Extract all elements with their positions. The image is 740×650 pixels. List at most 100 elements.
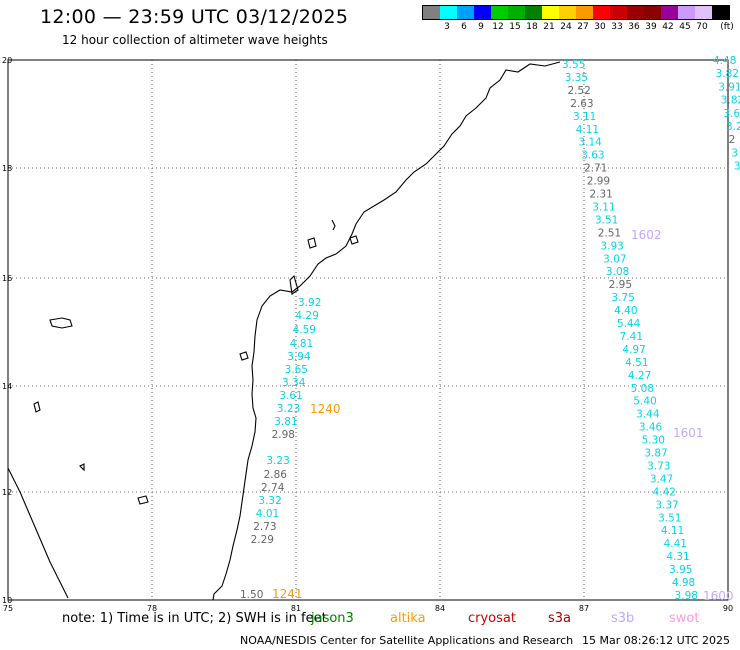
- island: [331, 219, 336, 231]
- wave-height-value: 3.6: [723, 108, 740, 120]
- wave-height-value: 3.61: [279, 390, 302, 402]
- wave-height-value: 3.92: [298, 297, 321, 309]
- satellite-legend-item: altika: [390, 611, 426, 626]
- wave-height-value: 7.41: [620, 331, 643, 343]
- legend-tick-label: 9: [478, 22, 484, 32]
- wave-height-value: 2.99: [587, 176, 610, 188]
- legend-swatch: [525, 6, 542, 19]
- island: [137, 495, 149, 505]
- wave-height-value: 3.91: [718, 81, 740, 93]
- wave-height-value: 4.11: [576, 124, 599, 136]
- y-tick-label: 14: [2, 382, 12, 391]
- wave-height-value: 3.11: [592, 201, 615, 213]
- pass-number-label: 1602: [631, 228, 662, 242]
- legend-swatch: [559, 6, 576, 19]
- legend-tick-label: 33: [611, 22, 623, 32]
- satellite-legend-item: jason3: [311, 611, 354, 626]
- wave-height-legend: 3 6 9 12 15 18 21 24 27 30 33 36 39 42 45 70 (ft): [422, 5, 734, 36]
- y-tick-label: 18: [2, 164, 12, 173]
- wave-height-value: 2.29: [251, 534, 274, 546]
- wave-height-value: 3.47: [650, 473, 673, 485]
- legend-swatch: [474, 6, 491, 19]
- wave-height-value: 2.51: [598, 227, 621, 239]
- wave-height-value: 3.65: [285, 364, 308, 376]
- wave-height-value: 2.86: [264, 469, 288, 481]
- pass-number-label: 1601: [673, 426, 704, 440]
- island: [239, 351, 249, 361]
- wave-height-value: 3.82: [716, 68, 739, 80]
- footnote: note: 1) Time is in UTC; 2) SWH is in fe…: [62, 611, 327, 626]
- legend-swatch: [508, 6, 525, 19]
- wave-height-value: 2.31: [589, 189, 612, 201]
- wave-height-value: 4.98: [672, 577, 695, 589]
- wave-height-value: 3.34: [282, 377, 306, 389]
- wave-height-value: 3.94: [287, 351, 311, 363]
- wave-height-value: 3.23: [266, 455, 289, 467]
- wave-height-value: 4.59: [293, 324, 316, 336]
- pass-number-label: 1241: [272, 587, 303, 601]
- wave-height-value: 2.74: [261, 482, 285, 494]
- wave-height-value: 4.31: [666, 551, 689, 563]
- wave-height-value: 3.95: [669, 564, 692, 576]
- wave-height-value: 1.50: [240, 589, 263, 601]
- island: [307, 237, 317, 249]
- wave-height-value: 2.98: [272, 429, 295, 441]
- wave-height-value: 4.27: [628, 370, 651, 382]
- y-tick-label: 16: [2, 274, 12, 283]
- legend-tick-label: 24: [560, 22, 572, 32]
- wave-height-value: 2.95: [609, 279, 632, 291]
- wave-height-value: 3.98: [675, 590, 698, 602]
- wave-height-value: 3.51: [658, 512, 681, 524]
- legend-swatch: [576, 6, 593, 19]
- wave-height-value: 2.71: [584, 163, 607, 175]
- island: [79, 463, 85, 472]
- wave-height-value: 3.23: [277, 403, 300, 415]
- wave-height-value: 4.01: [256, 508, 279, 520]
- legend-swatch: [627, 6, 644, 19]
- wave-height-value: 3.14: [578, 137, 602, 149]
- wave-height-value: 3.11: [573, 111, 596, 123]
- legend-swatch: [423, 6, 440, 19]
- map-title: 12:00 — 23:59 UTC 03/12/2025: [40, 6, 349, 28]
- wave-height-value: 3.87: [644, 448, 667, 460]
- wave-height-value: 4.29: [295, 310, 318, 322]
- legend-tick-label: 15: [509, 22, 521, 32]
- island: [49, 317, 73, 329]
- wave-height-value: 3.55: [562, 59, 585, 71]
- legend-tick-label: 42: [662, 22, 674, 32]
- pass-labels: 1240 1241 1602 1601 1600: [272, 228, 734, 603]
- wave-height-value: 4.41: [664, 538, 687, 550]
- legend-swatch: [712, 6, 729, 19]
- wave-height-value: 3.08: [606, 266, 629, 278]
- x-tick-label: 75: [3, 604, 13, 613]
- map-subtitle: 12 hour collection of altimeter wave hei…: [62, 33, 328, 47]
- legend-tick-label: 39: [645, 22, 657, 32]
- east-coastline: [212, 61, 561, 601]
- generated-timestamp: 15 Mar 08:26:12 UTC 2025: [582, 634, 730, 647]
- x-tick-label: 81: [291, 604, 301, 613]
- satellite-legend-item: s3a: [548, 611, 572, 626]
- wave-height-value: 2.73: [253, 521, 276, 533]
- wave-height-value: 3.75: [611, 292, 634, 304]
- satellite-legend-item: s3b: [611, 611, 635, 626]
- wave-height-value: 3.51: [595, 214, 618, 226]
- legend-tick-label: 27: [577, 22, 589, 32]
- legend-tick-label: 12: [492, 22, 504, 32]
- wave-height-value: 4.51: [625, 357, 648, 369]
- pass-number-label: 1600: [703, 589, 734, 603]
- legend-swatch: [661, 6, 678, 19]
- map-grid: 75 78 81 84 87 90 20 18 16 14 12 10: [2, 56, 733, 613]
- wave-height-value: 3.81: [274, 416, 297, 428]
- wave-height-value: 3.07: [603, 253, 626, 265]
- x-tick-label: 87: [579, 604, 589, 613]
- legend-tick-label: 18: [526, 22, 538, 32]
- west-coastline: [7, 467, 69, 599]
- credit-text: NOAA/NESDIS Center for Satellite Applica…: [240, 634, 574, 647]
- wave-height-value: 4.42: [653, 486, 676, 498]
- wave-height-value: 5.40: [633, 396, 656, 408]
- x-tick-label: 78: [147, 604, 157, 613]
- satellite-legend-item: cryosat: [468, 611, 516, 626]
- wave-height-value: 4.11: [661, 525, 684, 537]
- legend-swatch: [593, 6, 610, 19]
- island: [349, 235, 359, 245]
